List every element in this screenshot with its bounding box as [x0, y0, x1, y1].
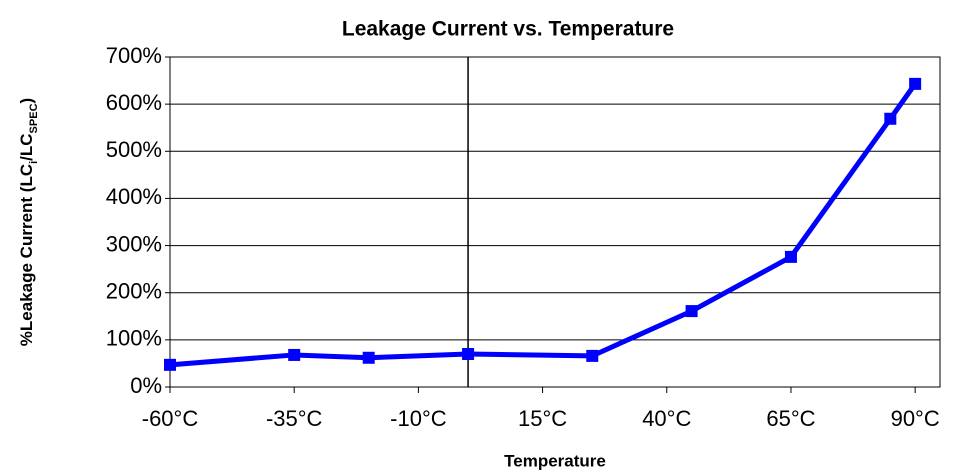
- series-line: [169, 82, 918, 368]
- y-tick-label: 600%: [106, 90, 162, 115]
- x-tick-label: -10°C: [390, 406, 447, 431]
- y-axis-title-part: i: [28, 161, 40, 164]
- y-tick-label: 0%: [130, 373, 162, 398]
- chart-title: Leakage Current vs. Temperature: [342, 18, 674, 41]
- plot-frame: [169, 56, 941, 388]
- y-tick-label: 500%: [106, 137, 162, 162]
- marker: [288, 348, 301, 361]
- x-tick-label: -35°C: [266, 406, 323, 431]
- x-tick-label: 15°C: [518, 406, 567, 431]
- x-tick-label: 65°C: [766, 406, 815, 431]
- marker: [685, 305, 698, 318]
- marker: [462, 348, 475, 360]
- x-axis-title: Temperature: [504, 451, 606, 470]
- y-axis-title: %Leakage Current (LCi/LCSPEC): [17, 98, 39, 346]
- y-tick-label: 300%: [106, 231, 162, 256]
- marker: [586, 349, 599, 362]
- y-tick-label: 400%: [106, 184, 162, 209]
- y-tick-label: 700%: [106, 43, 162, 68]
- y-axis-title-part: ): [17, 98, 36, 104]
- y-axis-title-part: SPEC: [28, 103, 40, 133]
- marker: [164, 358, 176, 371]
- marker: [362, 351, 375, 364]
- y-tick-label: 200%: [106, 279, 162, 304]
- marker: [884, 112, 897, 125]
- y-axis-title-part: /LC: [17, 133, 36, 160]
- marker: [784, 250, 797, 263]
- x-tick-label: -60°C: [142, 406, 199, 431]
- x-tick-label: 90°C: [891, 406, 940, 431]
- x-tick-label: 40°C: [642, 406, 691, 431]
- marker: [909, 77, 922, 90]
- y-axis-title-part: %Leakage Current (LC: [17, 164, 36, 346]
- y-tick-label: 100%: [106, 326, 162, 351]
